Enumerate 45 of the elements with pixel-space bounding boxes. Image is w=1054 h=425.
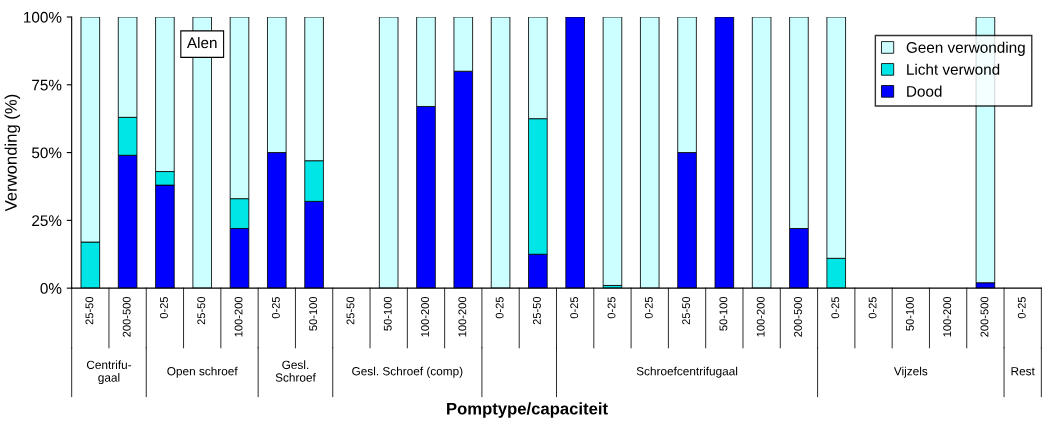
x-tick-label: 200-500 <box>794 296 802 337</box>
text: Open schroef <box>167 366 238 378</box>
x-tick-label: 200-500 <box>122 296 131 337</box>
y-tick-label: 50% <box>31 147 62 159</box>
text: Centrifu- gaal <box>86 360 132 385</box>
x-tick-label: 0-25 <box>271 296 280 319</box>
x-tick-label: 0-25 <box>1017 296 1026 319</box>
x-tick-label: 0-25 <box>831 296 840 319</box>
x-tick-label: 0-25 <box>160 296 168 319</box>
x-tick-label: 0-25 <box>495 296 504 319</box>
x-tick-label: 50-100 <box>309 296 318 331</box>
x-tick-label: 25-50 <box>532 296 541 325</box>
text: Rest <box>1011 367 1035 376</box>
x-tick-label: 25-50 <box>346 296 355 325</box>
y-tick-label: 0% <box>40 283 62 294</box>
x-axis-title: Pomptype/capaciteit <box>447 402 608 418</box>
x-tick-label: 100-200 <box>756 296 765 337</box>
text: Gesl. Schroef <box>275 360 316 382</box>
legend-label: Geen verwonding <box>906 41 1025 56</box>
x-tick-label: 50-100 <box>719 296 728 331</box>
y-tick-label: 75% <box>32 79 62 91</box>
x-tick-label: 0-25 <box>644 296 653 319</box>
x-tick-label: 0-25 <box>868 296 877 319</box>
x-tick-label: 100-200 <box>458 296 467 337</box>
x-tick-label: 50-100 <box>905 296 914 331</box>
x-tick-label: 25-50 <box>682 296 691 325</box>
text: Alen <box>186 36 217 49</box>
y-axis-title: Verwonding (%) <box>4 94 21 212</box>
text: Gesl. Schroef (comp) <box>352 366 463 378</box>
legend-label: Licht verwond <box>907 63 1000 75</box>
x-tick-label: 0-25 <box>607 296 616 319</box>
x-tick-label: 50-100 <box>383 296 392 331</box>
x-tick-label: 100-200 <box>421 296 429 337</box>
y-tick-label: 100% <box>24 11 62 23</box>
text: Vijzels <box>893 366 928 378</box>
x-tick-label: 200-500 <box>980 296 989 337</box>
y-tick-label: 25% <box>32 215 62 227</box>
legend-label: Dood <box>907 85 942 97</box>
x-tick-label: 100-200 <box>943 296 952 337</box>
x-tick-label: 100-200 <box>234 296 243 337</box>
x-tick-label: 25-50 <box>85 296 94 325</box>
x-tick-label: 25-50 <box>197 296 206 325</box>
text: Schroefcentrifugaal <box>636 366 738 378</box>
x-tick-label: 0-25 <box>570 296 579 319</box>
bar <box>602 17 623 286</box>
